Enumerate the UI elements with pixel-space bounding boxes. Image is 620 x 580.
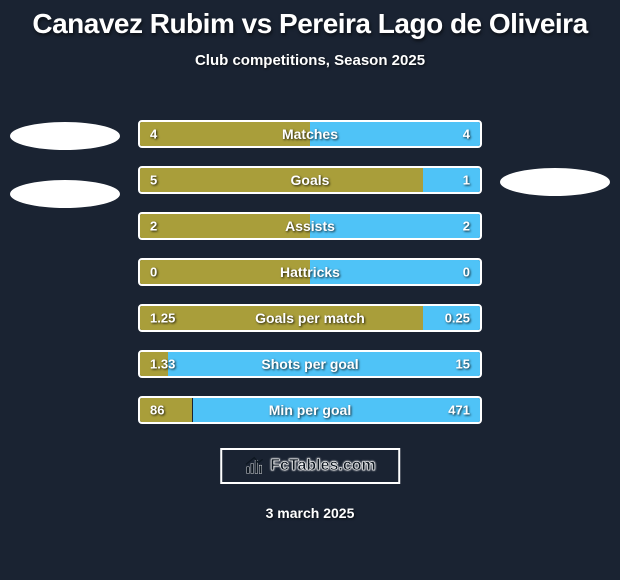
player1-bar: [140, 122, 310, 146]
stat-row: Goals per match1.250.25: [138, 304, 482, 332]
stat-row: Assists22: [138, 212, 482, 240]
player2-bar: [423, 306, 480, 330]
player1-bar: [140, 352, 168, 376]
stats-bars: Matches44 Goals51 Assists22 Hattricks00 Goal…: [138, 120, 482, 424]
player2-bar: [310, 260, 480, 284]
badge-ellipse: [10, 180, 120, 208]
player1-badges: [10, 122, 120, 208]
player1-bar: [140, 260, 310, 284]
player2-bar: [310, 122, 480, 146]
player1-bar: [140, 214, 310, 238]
brand-label: FcTables.com: [270, 457, 376, 475]
brand-box: FcTables.com: [220, 448, 400, 484]
player2-badges: [500, 168, 610, 196]
stat-row: Shots per goal1.3315: [138, 350, 482, 378]
date-label: 3 march 2025: [0, 505, 620, 521]
badge-ellipse: [500, 168, 610, 196]
player1-bar: [140, 306, 423, 330]
player2-bar: [168, 352, 480, 376]
page-title: Canavez Rubim vs Pereira Lago de Oliveir…: [0, 0, 620, 40]
stat-row: Hattricks00: [138, 258, 482, 286]
player2-bar: [423, 168, 480, 192]
stat-row: Matches44: [138, 120, 482, 148]
stat-row: Goals51: [138, 166, 482, 194]
player1-bar: [140, 398, 192, 422]
player2-bar: [310, 214, 480, 238]
stat-row: Min per goal86471: [138, 396, 482, 424]
badge-ellipse: [10, 122, 120, 150]
player1-bar: [140, 168, 423, 192]
subtitle: Club competitions, Season 2025: [0, 52, 620, 69]
player2-bar: [193, 398, 481, 422]
chart-icon: [244, 456, 264, 476]
